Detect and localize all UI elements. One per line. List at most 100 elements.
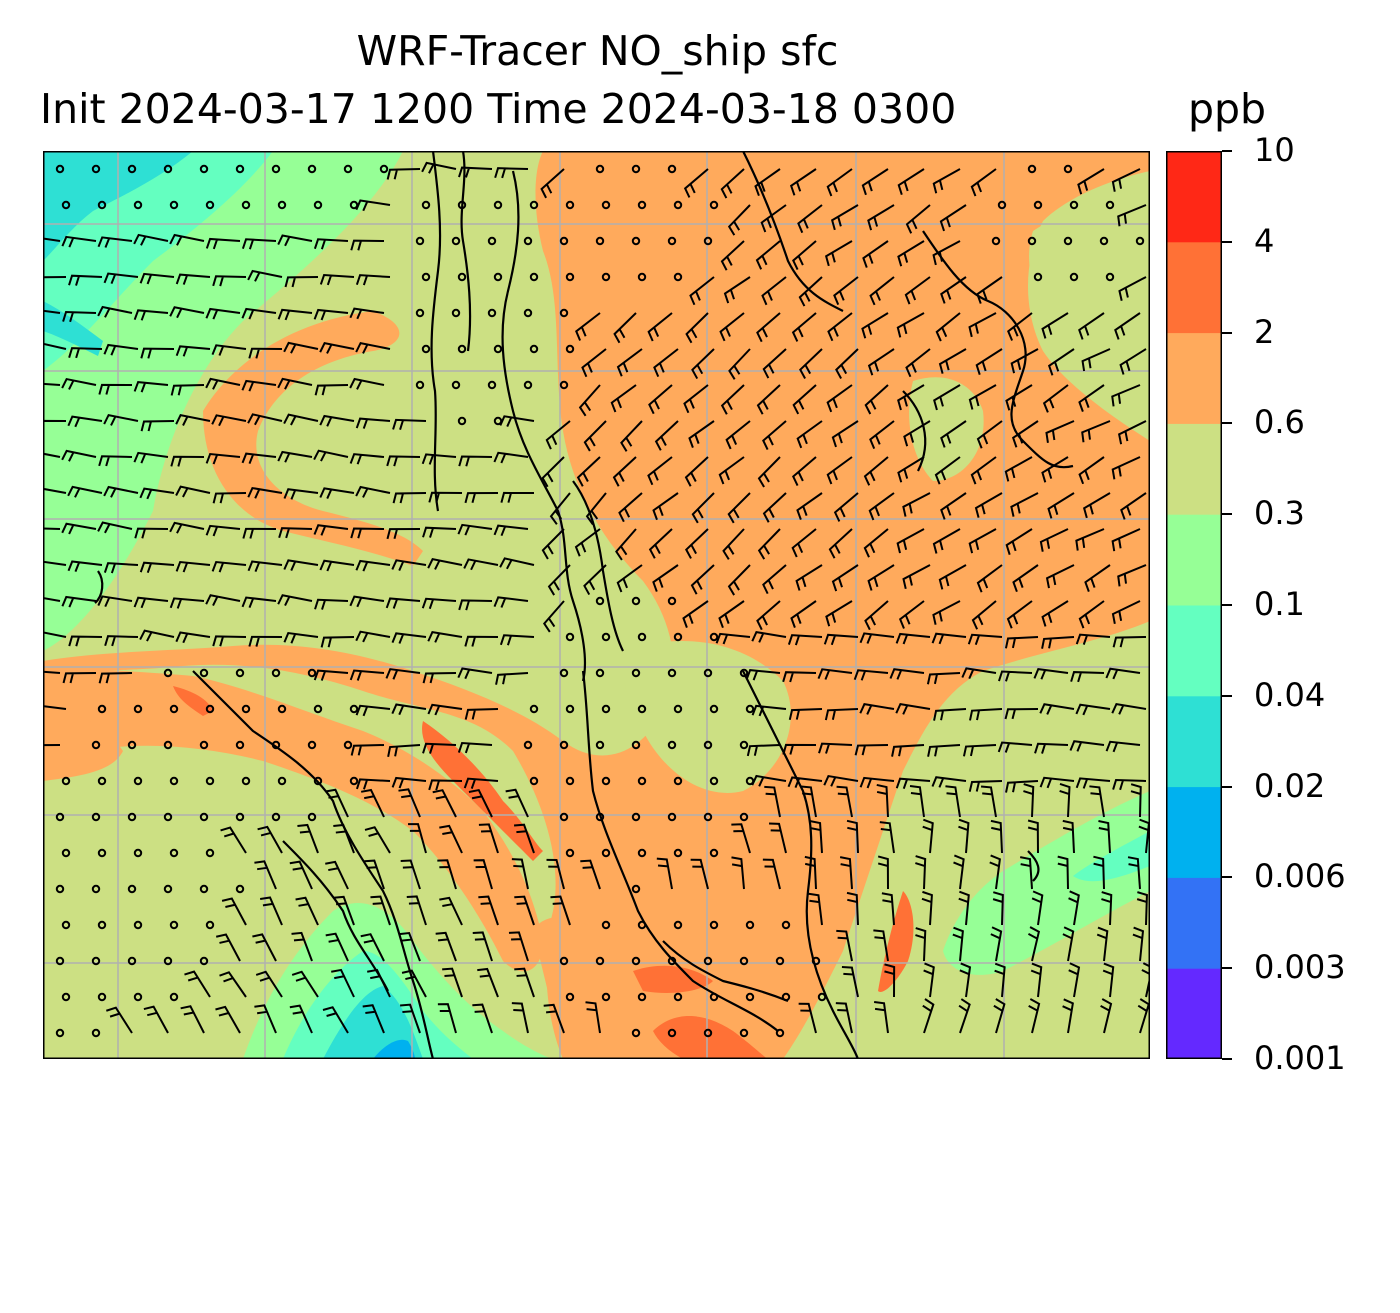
- wind-barb: [367, 968, 391, 998]
- calm-circle: [559, 236, 569, 246]
- wind-barb: [782, 671, 817, 683]
- calm-circle: [91, 812, 101, 822]
- wind-barb: [923, 962, 935, 998]
- wind-barb: [364, 859, 385, 890]
- wind-barb: [61, 522, 97, 535]
- field-darkorange-west: [422, 721, 543, 861]
- calm-circle: [523, 380, 533, 390]
- calm-circle: [199, 884, 209, 894]
- wind-barb: [422, 672, 457, 684]
- calm-circle: [61, 992, 71, 1002]
- wind-barb: [648, 528, 673, 559]
- calm-circle: [307, 812, 317, 822]
- calm-circle: [739, 812, 749, 822]
- wind-barb: [989, 854, 1001, 890]
- calm-circle: [349, 704, 359, 714]
- wind-barb: [798, 1002, 817, 1034]
- calm-circle: [673, 776, 683, 786]
- wind-barb: [421, 453, 457, 465]
- colorbar-frame: [1166, 151, 1222, 1059]
- wind-barb: [463, 558, 499, 571]
- wind-barb: [958, 998, 971, 1034]
- calm-circle: [127, 956, 137, 966]
- wind-barb: [846, 891, 859, 926]
- wind-barb: [877, 855, 889, 890]
- calm-circle: [163, 812, 173, 822]
- wind-barb: [690, 564, 715, 595]
- calm-circle: [55, 956, 65, 966]
- calm-circle: [127, 740, 137, 750]
- colorbar-tick-mark: [1222, 967, 1232, 970]
- wind-barb: [762, 564, 787, 595]
- wind-barb: [386, 528, 421, 540]
- wind-barb: [140, 420, 175, 432]
- calm-circle: [601, 848, 611, 858]
- wind-barb: [391, 776, 427, 789]
- field-orange-west-band: [43, 661, 543, 972]
- calm-circle: [415, 236, 425, 246]
- calm-circle: [97, 200, 107, 210]
- calm-circle: [91, 956, 101, 966]
- wind-barb: [248, 347, 283, 359]
- field-darkorange-south2: [633, 965, 713, 993]
- calm-circle: [169, 992, 179, 1002]
- calm-circle: [97, 992, 107, 1002]
- calm-circle: [163, 956, 173, 966]
- wind-barb: [762, 858, 781, 890]
- wind-barb: [43, 452, 61, 458]
- wind-barb: [789, 168, 817, 196]
- calm-circle: [199, 956, 209, 966]
- wind-barb: [97, 521, 133, 534]
- wind-barb: [477, 967, 499, 998]
- wind-barb: [931, 776, 967, 788]
- calm-circle: [1027, 236, 1037, 246]
- wind-barb: [350, 527, 385, 539]
- wind-barb: [881, 892, 895, 926]
- calm-circle: [127, 812, 137, 822]
- calm-circle: [169, 200, 179, 210]
- wind-barb: [62, 310, 97, 323]
- wind-barb: [683, 384, 709, 414]
- wind-barb: [439, 824, 463, 854]
- wind-barb: [790, 600, 817, 628]
- wind-barb: [1075, 703, 1111, 716]
- wind-barb: [319, 414, 355, 427]
- wind-barb: [313, 669, 349, 681]
- wind-barb: [547, 564, 571, 596]
- wind-barb: [720, 384, 745, 415]
- wind-barb: [922, 998, 935, 1034]
- wind-barb: [1069, 740, 1105, 752]
- wind-barb: [391, 703, 427, 716]
- wind-barb: [756, 384, 781, 415]
- wind-barb: [891, 744, 925, 757]
- calm-circle: [709, 920, 719, 930]
- wind-barb: [990, 819, 1003, 854]
- calm-circle: [631, 164, 641, 174]
- wind-barb: [350, 239, 385, 251]
- wind-barb: [355, 704, 391, 717]
- calm-circle: [559, 956, 569, 966]
- wind-barb: [550, 895, 571, 926]
- wind-barb: [932, 528, 961, 554]
- wind-barb: [211, 344, 247, 356]
- wind-barb: [61, 595, 97, 608]
- wind-barb: [922, 818, 934, 854]
- wind-barb: [1042, 384, 1069, 413]
- wind-barb: [211, 414, 247, 427]
- wind-barb: [205, 307, 241, 320]
- wind-barb: [439, 896, 463, 926]
- wind-barb: [1117, 420, 1147, 445]
- wind-barb: [839, 856, 853, 890]
- wind-barb: [897, 168, 925, 196]
- wind-barb: [1132, 926, 1145, 962]
- wind-barb: [1120, 492, 1147, 520]
- colorbar-segment: [1166, 968, 1222, 1059]
- wind-barb: [255, 970, 283, 998]
- wind-barb: [896, 528, 925, 554]
- wind-barb: [796, 420, 823, 449]
- wind-barb: [969, 708, 1003, 721]
- wind-barb: [727, 492, 751, 524]
- wind-barb: [97, 595, 133, 608]
- calm-circle: [601, 776, 611, 786]
- wind-barb: [140, 347, 175, 359]
